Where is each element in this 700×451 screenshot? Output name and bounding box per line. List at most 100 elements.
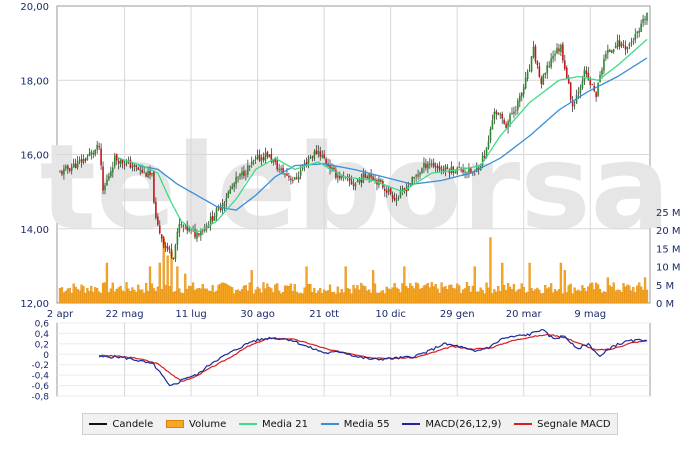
volume-bar [76,288,79,304]
volume-bar [203,288,206,304]
candle-body [270,153,273,162]
candle-body [368,173,370,180]
volume-bar [334,293,338,304]
volume-bar [414,282,418,304]
volume-bar [137,284,140,304]
volume-bar [571,293,574,304]
macd-tick-label: 0 [43,351,49,361]
volume-bar [593,289,596,304]
volume-bar [195,288,199,304]
candle-body [321,155,323,157]
candle-body [286,173,288,176]
volume-bar [595,282,598,304]
candle-body [72,163,75,168]
candle-body [133,164,136,167]
volume-bar [360,282,363,304]
volume-bar [444,286,447,304]
legend-item[interactable]: MACD(26,12,9) [402,419,501,430]
legend-item[interactable]: Segnale MACD [514,419,611,430]
volume-bar [146,290,150,304]
candle-body [117,160,120,164]
ma55-line [138,57,648,211]
candle-body [174,245,177,260]
volume-bar [442,287,445,304]
candle-body [595,92,597,98]
candle-body [125,161,128,165]
volume-bar [411,285,414,304]
candle-body [515,110,517,111]
volume-bar [98,291,101,304]
volume-bar [299,292,302,304]
legend-swatch [239,423,257,425]
volume-bar [524,292,527,304]
candle-body [141,170,143,173]
volume-bar [135,291,138,304]
volume-bar [600,292,604,304]
volume-bar [405,286,408,304]
candle-body [297,176,300,180]
volume-bar [446,289,449,304]
volume-bar [285,285,289,304]
volume-bar [381,290,384,304]
volume-bar [379,291,383,304]
candle-body [311,156,314,158]
candle-body [434,166,437,168]
candle-body [470,168,472,173]
volume-bar [508,286,512,304]
legend-label: Media 21 [262,418,308,430]
date-tick-label: 9 mag [574,309,606,320]
candle-body [59,171,61,173]
volume-bar [377,292,381,304]
volume-bar [485,282,488,304]
candle-body [417,174,419,177]
candle-body [468,167,470,173]
volume-bar [217,284,220,304]
volume-bar [62,292,66,304]
candle-body [241,171,243,176]
volume-bar [242,285,246,304]
candle-body [642,18,644,23]
volume-bar [80,284,83,304]
volume-bar [260,292,263,304]
legend-item[interactable]: Candele [89,419,153,430]
volume-bar [503,285,506,304]
volume-bar [324,291,328,304]
candle-body [231,186,233,189]
candle-body [239,173,241,177]
volume-bar [209,290,212,304]
volume-tick-label: 15 M [656,244,681,255]
candle-body [573,104,576,106]
volume-bar [516,289,519,304]
volume-bar [193,289,197,304]
volume-bar [129,291,132,304]
volume-bar [544,285,547,304]
volume-bar [389,289,392,304]
volume-bar [262,282,265,304]
candle-body [288,175,290,178]
legend-item[interactable]: Media 55 [320,419,390,430]
volume-bar [397,288,400,304]
volume-bar [616,289,619,304]
candle-body [149,170,151,176]
candle-body [211,216,214,221]
volume-bar [188,285,191,304]
volume-bar [614,290,617,304]
volume-bar [74,286,77,304]
legend-item[interactable]: Volume [166,419,226,430]
candle-body [395,199,398,201]
candle-body [333,167,335,170]
price-panel: teleborsa 12,00 14,00 16,00 18,00 20,00 2 apr 2… [20,2,680,320]
volume-bar [225,283,228,304]
volume-bar [287,286,291,304]
candle-body [616,40,619,47]
volume-bar [638,282,641,304]
volume-bar [348,288,351,304]
volume-bar [620,291,623,304]
candle-body [526,71,529,80]
volume-bar [354,288,357,304]
candle-body [194,229,196,238]
candle-body [145,173,147,177]
legend-item[interactable]: Media 21 [239,419,308,430]
macd-panel: 0,60,40,20-0,2-0,4-0,6-0,8 [31,320,651,403]
candle-body [562,44,564,61]
